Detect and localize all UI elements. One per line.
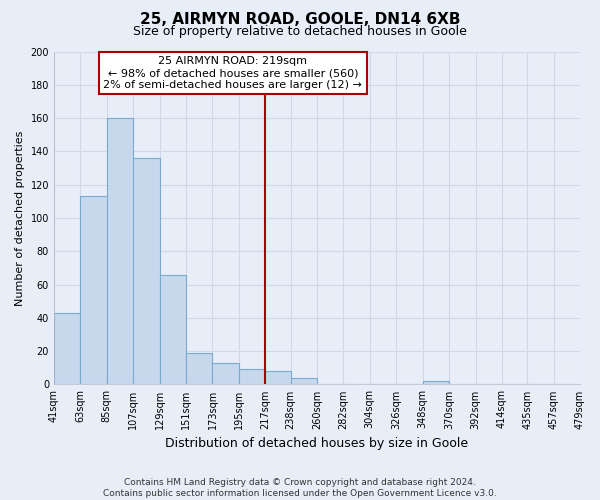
Bar (54, 313, 80, 384)
Bar (80, 196, 107, 384)
Bar (107, 118, 133, 384)
Bar (290, 378, 317, 384)
Bar (265, 371, 290, 384)
Bar (212, 363, 239, 384)
Y-axis label: Number of detached properties: Number of detached properties (15, 130, 25, 306)
Text: Size of property relative to detached houses in Goole: Size of property relative to detached ho… (133, 25, 467, 38)
Text: 25 AIRMYN ROAD: 219sqm
← 98% of detached houses are smaller (560)
2% of semi-det: 25 AIRMYN ROAD: 219sqm ← 98% of detached… (103, 56, 362, 90)
Bar (422, 381, 449, 384)
Text: 25, AIRMYN ROAD, GOOLE, DN14 6XB: 25, AIRMYN ROAD, GOOLE, DN14 6XB (140, 12, 460, 28)
Bar (160, 274, 186, 384)
Bar (239, 370, 265, 384)
Bar (133, 158, 160, 384)
Text: Contains HM Land Registry data © Crown copyright and database right 2024.
Contai: Contains HM Land Registry data © Crown c… (103, 478, 497, 498)
Bar (186, 353, 212, 384)
X-axis label: Distribution of detached houses by size in Goole: Distribution of detached houses by size … (166, 437, 469, 450)
